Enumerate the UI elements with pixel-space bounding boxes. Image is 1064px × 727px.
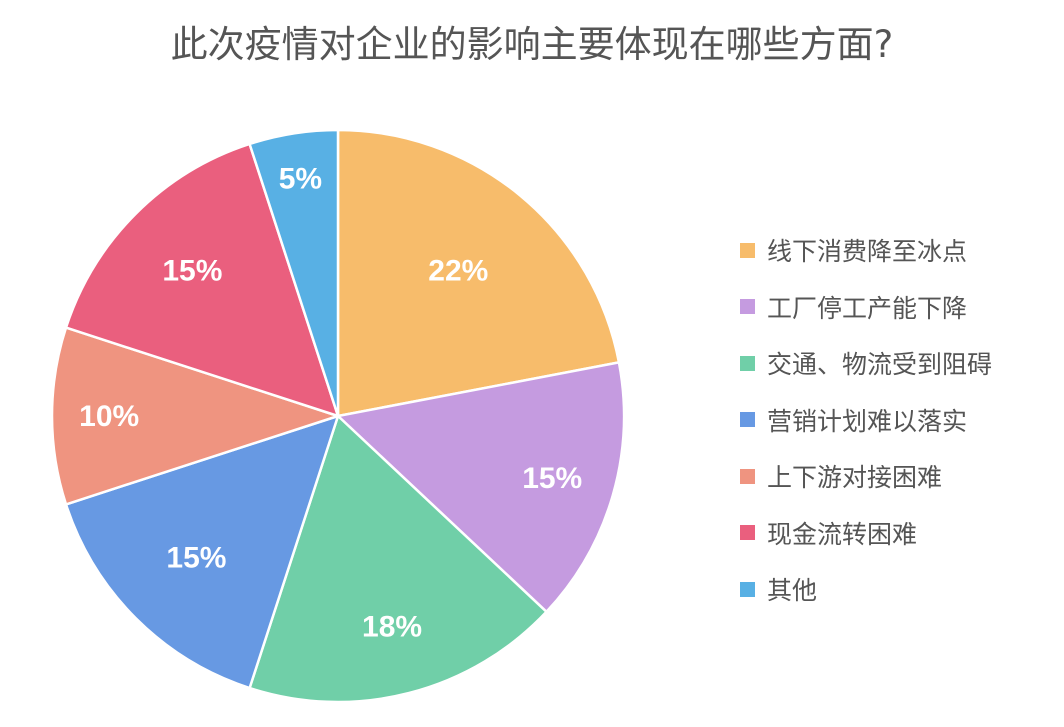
legend-swatch-icon bbox=[740, 525, 755, 541]
legend-label: 交通、物流受到阻碍 bbox=[767, 350, 993, 380]
slice-percent-label: 15% bbox=[162, 254, 222, 287]
legend-swatch-icon bbox=[740, 468, 755, 484]
legend-label: 上下游对接困难 bbox=[767, 463, 943, 493]
legend-label: 工厂停工产能下降 bbox=[767, 293, 968, 323]
legend-item: 其他 bbox=[740, 561, 992, 618]
legend-item: 营销计划难以落实 bbox=[740, 392, 992, 449]
legend-swatch-icon bbox=[740, 299, 755, 315]
legend-label: 现金流转困难 bbox=[767, 519, 918, 549]
pie-slice bbox=[64, 142, 340, 418]
slice-percent-label: 18% bbox=[362, 611, 422, 644]
slice-percent-label: 22% bbox=[428, 255, 488, 288]
pie-slice bbox=[336, 361, 626, 614]
slice-percent-label: 15% bbox=[166, 542, 226, 575]
chart-title: 此次疫情对企业的影响主要体现在哪些方面? bbox=[170, 23, 894, 66]
pie-slice bbox=[248, 128, 340, 418]
legend-label: 线下消费降至冰点 bbox=[767, 237, 968, 267]
slice-percent-label: 10% bbox=[79, 400, 139, 433]
legend-item: 现金流转困难 bbox=[740, 505, 992, 562]
pie-slice bbox=[248, 414, 548, 704]
legend-swatch-icon bbox=[740, 242, 755, 258]
legend-swatch-icon bbox=[740, 355, 755, 371]
legend-label: 营销计划难以落实 bbox=[767, 406, 968, 436]
slice-percent-label: 5% bbox=[279, 163, 322, 196]
legend-item: 线下消费降至冰点 bbox=[740, 222, 992, 279]
legend-label: 其他 bbox=[767, 576, 818, 606]
pie-slice bbox=[64, 414, 340, 690]
legend-swatch-icon bbox=[740, 412, 755, 428]
legend: 线下消费降至冰点 工厂停工产能下降 交通、物流受到阻碍 营销计划难以落实 上下游… bbox=[740, 222, 992, 618]
pie-slice bbox=[336, 128, 621, 418]
legend-item: 交通、物流受到阻碍 bbox=[740, 335, 992, 392]
legend-swatch-icon bbox=[740, 581, 755, 597]
pie-slice bbox=[50, 326, 340, 506]
legend-item: 工厂停工产能下降 bbox=[740, 279, 992, 336]
slice-percent-label: 15% bbox=[522, 462, 582, 495]
legend-item: 上下游对接困难 bbox=[740, 448, 992, 505]
